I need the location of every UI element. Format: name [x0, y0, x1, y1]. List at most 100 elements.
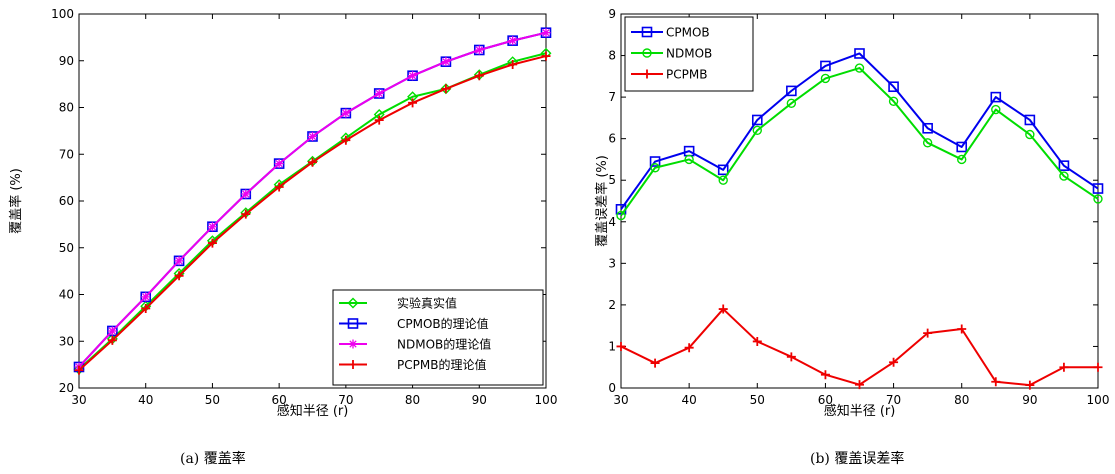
- data-point: [408, 98, 418, 108]
- data-point: [684, 154, 694, 165]
- data-point: [854, 63, 865, 73]
- data-point: [889, 357, 899, 367]
- data-point: [374, 115, 384, 125]
- series-0: [615, 48, 1104, 215]
- data-point: [1025, 380, 1035, 390]
- figure-caption: (a) 覆盖率: [180, 450, 246, 467]
- x-axis-label: 感知半径 (r): [824, 403, 896, 419]
- data-point: [1024, 114, 1036, 126]
- data-point: [888, 81, 899, 93]
- chart-panel-a: 30 40 50 60 70 80 90 1002030405060708090100实验真实…: [8, 7, 557, 467]
- data-point: [820, 370, 830, 380]
- data-point: [957, 154, 967, 165]
- legend-marker: [347, 297, 359, 309]
- data-point: [508, 59, 518, 69]
- data-point: [922, 138, 933, 148]
- y-tick-label: 3: [608, 256, 616, 270]
- series-line: [620, 67, 1099, 217]
- x-tick-label: 60: [818, 393, 833, 407]
- y-tick-label: 1: [608, 339, 616, 353]
- data-point: [717, 164, 729, 176]
- data-point: [174, 256, 184, 266]
- x-tick-label: 80: [954, 393, 969, 407]
- data-point: [923, 328, 933, 338]
- data-point: [990, 91, 1002, 103]
- legend: 实验真实值 CPMOB的理论值 NDMOB的理论值 PCPMB的理论值: [332, 289, 544, 386]
- data-point: [786, 352, 796, 362]
- data-point: [174, 271, 184, 281]
- y-tick-label: 30: [59, 334, 74, 348]
- data-point: [855, 380, 864, 390]
- data-point: [991, 104, 1001, 115]
- legend-box: [332, 289, 544, 386]
- legend-label: CPMOB的理论值: [397, 316, 489, 331]
- x-tick-label: 40: [138, 393, 153, 407]
- series-1: [616, 63, 1103, 221]
- data-point: [1092, 183, 1104, 194]
- data-point: [922, 122, 933, 134]
- data-point: [1059, 362, 1069, 372]
- x-tick-label: 30: [613, 393, 628, 407]
- legend-marker: [348, 360, 358, 369]
- y-tick-label: 9: [608, 7, 616, 21]
- data-point: [441, 84, 451, 94]
- y-tick-label: 100: [51, 7, 74, 21]
- data-point: [1025, 129, 1035, 140]
- x-tick-label: 70: [338, 393, 353, 407]
- x-tick-label: 80: [405, 393, 420, 407]
- data-point: [308, 131, 317, 141]
- data-point: [786, 85, 797, 97]
- data-point: [374, 88, 384, 98]
- data-point: [274, 159, 284, 169]
- legend-label: PCPMB的理论值: [397, 357, 486, 372]
- data-point: [541, 28, 551, 38]
- data-point: [650, 163, 660, 173]
- data-point: [650, 358, 660, 368]
- figure-caption: (b) 覆盖误差率: [810, 450, 904, 467]
- data-point: [957, 324, 967, 334]
- data-point: [718, 304, 728, 314]
- data-point: [751, 114, 763, 126]
- x-tick-label: 90: [472, 393, 487, 407]
- series-line: [620, 52, 1099, 210]
- x-axis-label: 感知半径 (r): [277, 403, 349, 419]
- x-tick-label: 50: [205, 393, 220, 407]
- data-point: [508, 36, 518, 46]
- x-tick-label: 30: [71, 393, 86, 407]
- y-tick-label: 80: [59, 101, 74, 115]
- data-point: [441, 57, 451, 67]
- y-tick-label: 5: [608, 173, 616, 187]
- data-point: [141, 304, 151, 314]
- y-tick-label: 60: [59, 194, 74, 208]
- legend-label: PCPMB: [666, 68, 707, 82]
- data-point: [956, 141, 968, 153]
- y-tick-label: 8: [608, 49, 616, 63]
- legend-label: 实验真实值: [397, 296, 457, 311]
- data-point: [207, 238, 217, 248]
- x-tick-label: 40: [682, 393, 697, 407]
- legend-marker: [641, 26, 653, 38]
- legend-label: NDMOB的理论值: [397, 337, 491, 352]
- y-tick-label: 50: [59, 241, 74, 255]
- data-point: [541, 51, 551, 61]
- data-point: [107, 335, 117, 345]
- legend-marker: [348, 339, 358, 349]
- data-point: [752, 336, 762, 346]
- x-tick-label: 100: [535, 393, 558, 407]
- legend-marker: [642, 69, 652, 79]
- data-point: [241, 189, 251, 199]
- data-point: [991, 377, 1001, 387]
- x-tick-label: 100: [1087, 393, 1110, 407]
- y-axis-label: 覆盖率 (%): [8, 168, 24, 234]
- series-3: [74, 51, 551, 375]
- data-point: [341, 135, 351, 145]
- data-point: [474, 45, 484, 55]
- x-tick-label: 60: [272, 393, 287, 407]
- data-point: [820, 73, 831, 84]
- data-point: [241, 209, 251, 219]
- legend-marker: [347, 318, 359, 329]
- y-tick-label: 40: [59, 288, 74, 302]
- data-point: [888, 96, 899, 106]
- data-point: [141, 292, 151, 302]
